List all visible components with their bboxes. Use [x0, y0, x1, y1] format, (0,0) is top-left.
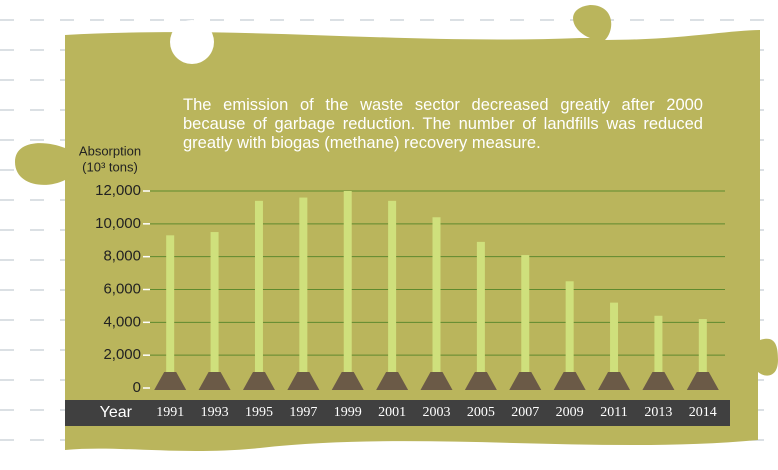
bar [343, 191, 352, 388]
bar [654, 315, 663, 388]
bar [254, 200, 263, 388]
waste-mound [198, 372, 231, 390]
puzzle-hole [170, 20, 214, 64]
bar [698, 319, 707, 388]
waste-mound [686, 372, 719, 390]
waste-mound [242, 372, 275, 390]
bar [565, 281, 574, 388]
bar [388, 200, 397, 388]
x-tick-label: 2003 [423, 405, 451, 420]
x-tick-label: 1993 [201, 405, 229, 420]
waste-mound [642, 372, 675, 390]
bar [432, 217, 441, 388]
waste-mound [509, 372, 542, 390]
waste-mound [287, 372, 320, 390]
y-tick-label: 10,000 [95, 215, 141, 232]
waste-mound [154, 372, 187, 390]
x-tick-label: 1995 [245, 405, 273, 420]
x-tick-label: 1997 [289, 405, 317, 420]
y-tick-label: 6,000 [103, 280, 141, 297]
x-tick-label: 2014 [689, 405, 717, 420]
waste-mound [553, 372, 586, 390]
waste-mound [331, 372, 364, 390]
x-tick-label: 2011 [600, 405, 627, 420]
waste-mound [376, 372, 409, 390]
y-tick-label: 12,000 [95, 182, 141, 199]
bar [210, 232, 219, 388]
x-tick-label: 2007 [511, 405, 539, 420]
y-tick-label: 0 [133, 379, 141, 396]
y-axis-label: Absorption [79, 143, 141, 158]
waste-mound [464, 372, 497, 390]
bar [299, 197, 308, 388]
y-tick-label: 4,000 [103, 313, 141, 330]
bar [166, 235, 175, 388]
y-tick-label: 8,000 [103, 248, 141, 265]
annotation: The emission of the waste sector decreas… [183, 96, 703, 152]
waste-mound [420, 372, 453, 390]
x-tick-label: 2005 [467, 405, 495, 420]
waste-mound [598, 372, 631, 390]
x-tick-label: 1991 [156, 405, 184, 420]
x-tick-label: 2013 [644, 405, 672, 420]
x-axis-band [65, 400, 730, 426]
bar [610, 302, 619, 388]
x-tick-label: 1999 [334, 405, 362, 420]
y-tick-label: 2,000 [103, 346, 141, 363]
y-axis-unit: (10³ tons) [82, 159, 138, 174]
x-axis-label: Year [100, 404, 133, 421]
bar [476, 241, 485, 388]
x-tick-label: 2001 [378, 405, 406, 420]
x-tick-label: 2009 [556, 405, 584, 420]
panel [15, 5, 778, 452]
bar [521, 255, 530, 388]
